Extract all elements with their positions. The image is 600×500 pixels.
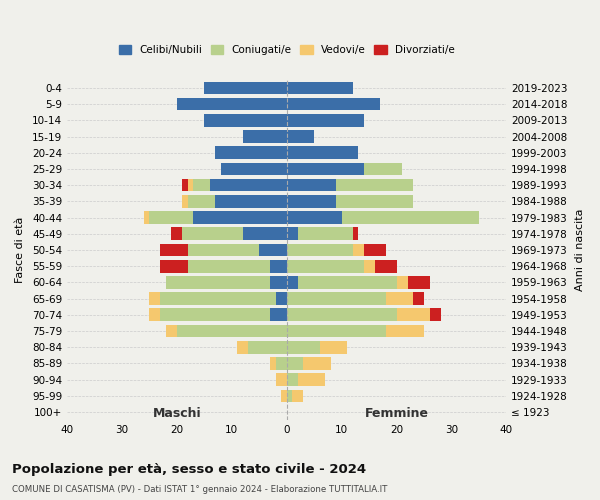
Bar xyxy=(364,260,374,272)
Bar xyxy=(430,308,440,321)
Text: Maschi: Maschi xyxy=(152,407,201,420)
Bar xyxy=(397,276,407,288)
Bar xyxy=(144,212,149,224)
Bar xyxy=(292,390,303,402)
Bar xyxy=(353,244,364,256)
Bar xyxy=(215,195,287,207)
Bar xyxy=(287,308,397,321)
Text: Femmine: Femmine xyxy=(365,407,428,420)
Bar xyxy=(243,228,287,240)
Y-axis label: Fasce di età: Fasce di età xyxy=(15,217,25,283)
Bar xyxy=(205,82,287,94)
Bar xyxy=(281,390,287,402)
Bar xyxy=(172,228,182,240)
Bar xyxy=(270,357,276,370)
Bar xyxy=(407,276,430,288)
Bar xyxy=(149,308,160,321)
Bar xyxy=(149,212,193,224)
Bar xyxy=(287,98,380,110)
Bar xyxy=(166,324,177,338)
Bar xyxy=(276,357,287,370)
Bar xyxy=(287,228,298,240)
Bar xyxy=(160,244,188,256)
Bar xyxy=(336,195,413,207)
Bar xyxy=(386,292,413,305)
Y-axis label: Anni di nascita: Anni di nascita xyxy=(575,208,585,291)
Bar xyxy=(188,244,259,256)
Text: Popolazione per età, sesso e stato civile - 2024: Popolazione per età, sesso e stato civil… xyxy=(12,462,366,475)
Bar xyxy=(182,195,188,207)
Bar xyxy=(374,260,397,272)
Bar xyxy=(287,179,336,192)
Bar xyxy=(188,179,193,192)
Bar xyxy=(166,276,270,288)
Bar xyxy=(364,162,402,175)
Bar xyxy=(270,276,287,288)
Bar xyxy=(287,374,298,386)
Bar xyxy=(182,179,188,192)
Bar xyxy=(182,228,243,240)
Bar xyxy=(160,292,276,305)
Bar xyxy=(320,341,347,353)
Bar xyxy=(276,292,287,305)
Bar xyxy=(364,244,386,256)
Bar xyxy=(298,276,397,288)
Bar xyxy=(397,308,430,321)
Bar xyxy=(243,130,287,143)
Bar xyxy=(248,341,287,353)
Bar xyxy=(221,162,287,175)
Bar xyxy=(287,276,298,288)
Bar xyxy=(177,324,287,338)
Bar xyxy=(149,292,160,305)
Bar xyxy=(353,228,358,240)
Legend: Celibi/Nubili, Coniugati/e, Vedovi/e, Divorziati/e: Celibi/Nubili, Coniugati/e, Vedovi/e, Di… xyxy=(115,41,459,59)
Bar xyxy=(188,260,270,272)
Bar xyxy=(215,146,287,159)
Bar xyxy=(287,341,320,353)
Bar xyxy=(287,260,364,272)
Bar xyxy=(160,308,270,321)
Bar xyxy=(210,179,287,192)
Bar xyxy=(298,228,353,240)
Bar xyxy=(270,260,287,272)
Bar xyxy=(287,114,364,126)
Bar xyxy=(287,244,353,256)
Bar xyxy=(160,260,188,272)
Bar xyxy=(193,179,210,192)
Bar xyxy=(303,357,331,370)
Bar xyxy=(287,324,386,338)
Bar xyxy=(413,292,424,305)
Bar xyxy=(193,212,287,224)
Bar xyxy=(287,146,358,159)
Bar xyxy=(287,130,314,143)
Bar xyxy=(287,390,292,402)
Bar xyxy=(386,324,424,338)
Bar xyxy=(336,179,413,192)
Bar xyxy=(287,357,303,370)
Bar xyxy=(287,162,364,175)
Bar xyxy=(341,212,479,224)
Bar xyxy=(287,82,353,94)
Bar xyxy=(205,114,287,126)
Bar xyxy=(177,98,287,110)
Bar xyxy=(188,195,215,207)
Bar xyxy=(270,308,287,321)
Bar xyxy=(287,195,336,207)
Bar xyxy=(276,374,287,386)
Bar xyxy=(287,292,386,305)
Bar xyxy=(298,374,325,386)
Text: COMUNE DI CASATISMA (PV) - Dati ISTAT 1° gennaio 2024 - Elaborazione TUTTITALIA.: COMUNE DI CASATISMA (PV) - Dati ISTAT 1°… xyxy=(12,485,388,494)
Bar xyxy=(238,341,248,353)
Bar xyxy=(287,212,341,224)
Bar xyxy=(259,244,287,256)
